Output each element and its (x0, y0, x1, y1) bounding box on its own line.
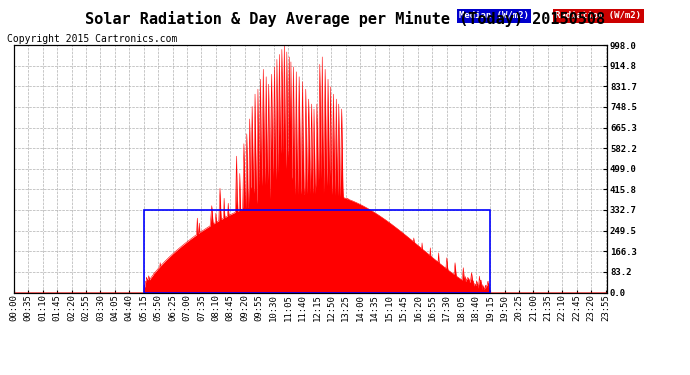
Text: Copyright 2015 Cartronics.com: Copyright 2015 Cartronics.com (7, 34, 177, 44)
Text: Solar Radiation & Day Average per Minute (Today) 20150508: Solar Radiation & Day Average per Minute… (85, 11, 605, 27)
Bar (144, 210, 490, 292)
Text: Radiation (W/m2): Radiation (W/m2) (555, 11, 642, 20)
Text: Median (W/m2): Median (W/m2) (459, 11, 529, 20)
